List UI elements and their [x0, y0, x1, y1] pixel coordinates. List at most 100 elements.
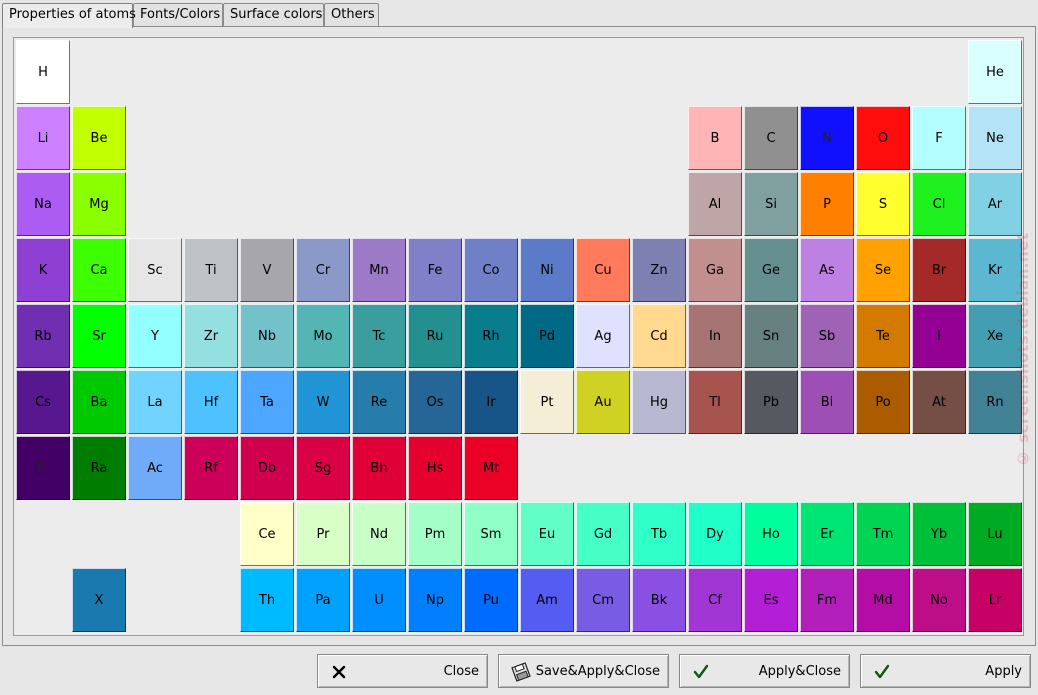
element-cell-fe[interactable]: Fe — [408, 238, 462, 302]
element-cell-cr[interactable]: Cr — [296, 238, 350, 302]
element-cell-lr[interactable]: Lr — [968, 568, 1022, 632]
element-cell-br[interactable]: Br — [912, 238, 966, 302]
element-cell-ag[interactable]: Ag — [576, 304, 630, 368]
tab-others[interactable]: Others — [324, 3, 379, 26]
element-cell-f[interactable]: F — [912, 106, 966, 170]
element-cell-dy[interactable]: Dy — [688, 502, 742, 566]
element-cell-n[interactable]: N — [800, 106, 854, 170]
element-cell-in[interactable]: In — [688, 304, 742, 368]
element-cell-ba[interactable]: Ba — [72, 370, 126, 434]
element-cell-al[interactable]: Al — [688, 172, 742, 236]
element-cell-ce[interactable]: Ce — [240, 502, 294, 566]
element-cell-be[interactable]: Be — [72, 106, 126, 170]
tab-surface-colors[interactable]: Surface colors — [223, 3, 324, 26]
element-cell-zr[interactable]: Zr — [184, 304, 238, 368]
element-cell-nd[interactable]: Nd — [352, 502, 406, 566]
element-cell-hf[interactable]: Hf — [184, 370, 238, 434]
element-cell-fr[interactable]: Fr — [16, 436, 70, 500]
element-cell-pd[interactable]: Pd — [520, 304, 574, 368]
element-cell-es[interactable]: Es — [744, 568, 798, 632]
element-cell-cm[interactable]: Cm — [576, 568, 630, 632]
element-cell-ge[interactable]: Ge — [744, 238, 798, 302]
element-cell-eu[interactable]: Eu — [520, 502, 574, 566]
element-cell-tc[interactable]: Tc — [352, 304, 406, 368]
element-cell-x[interactable]: X — [72, 568, 126, 632]
element-cell-np[interactable]: Np — [408, 568, 462, 632]
element-cell-er[interactable]: Er — [800, 502, 854, 566]
element-cell-sn[interactable]: Sn — [744, 304, 798, 368]
element-cell-zn[interactable]: Zn — [632, 238, 686, 302]
tab-properties-of-atoms[interactable]: Properties of atoms — [2, 3, 136, 28]
element-cell-tb[interactable]: Tb — [632, 502, 686, 566]
element-cell-pb[interactable]: Pb — [744, 370, 798, 434]
element-cell-mt[interactable]: Mt — [464, 436, 518, 500]
element-cell-bh[interactable]: Bh — [352, 436, 406, 500]
element-cell-xe[interactable]: Xe — [968, 304, 1022, 368]
element-cell-y[interactable]: Y — [128, 304, 182, 368]
element-cell-as[interactable]: As — [800, 238, 854, 302]
element-cell-th[interactable]: Th — [240, 568, 294, 632]
element-cell-ti[interactable]: Ti — [184, 238, 238, 302]
element-cell-mo[interactable]: Mo — [296, 304, 350, 368]
element-cell-am[interactable]: Am — [520, 568, 574, 632]
element-cell-u[interactable]: U — [352, 568, 406, 632]
element-cell-rf[interactable]: Rf — [184, 436, 238, 500]
element-cell-pr[interactable]: Pr — [296, 502, 350, 566]
element-cell-c[interactable]: C — [744, 106, 798, 170]
element-cell-hg[interactable]: Hg — [632, 370, 686, 434]
element-cell-pu[interactable]: Pu — [464, 568, 518, 632]
element-cell-mg[interactable]: Mg — [72, 172, 126, 236]
element-cell-w[interactable]: W — [296, 370, 350, 434]
element-cell-cf[interactable]: Cf — [688, 568, 742, 632]
element-cell-b[interactable]: B — [688, 106, 742, 170]
element-cell-cl[interactable]: Cl — [912, 172, 966, 236]
element-cell-ra[interactable]: Ra — [72, 436, 126, 500]
element-cell-hs[interactable]: Hs — [408, 436, 462, 500]
element-cell-i[interactable]: I — [912, 304, 966, 368]
element-cell-gd[interactable]: Gd — [576, 502, 630, 566]
element-cell-db[interactable]: Db — [240, 436, 294, 500]
element-cell-bi[interactable]: Bi — [800, 370, 854, 434]
element-cell-sc[interactable]: Sc — [128, 238, 182, 302]
element-cell-tl[interactable]: Tl — [688, 370, 742, 434]
element-cell-sg[interactable]: Sg — [296, 436, 350, 500]
element-cell-yb[interactable]: Yb — [912, 502, 966, 566]
element-cell-no[interactable]: No — [912, 568, 966, 632]
apply-button[interactable]: Apply — [860, 654, 1031, 688]
element-cell-bk[interactable]: Bk — [632, 568, 686, 632]
element-cell-mn[interactable]: Mn — [352, 238, 406, 302]
element-cell-ho[interactable]: Ho — [744, 502, 798, 566]
element-cell-tm[interactable]: Tm — [856, 502, 910, 566]
element-cell-cd[interactable]: Cd — [632, 304, 686, 368]
element-cell-te[interactable]: Te — [856, 304, 910, 368]
element-cell-cu[interactable]: Cu — [576, 238, 630, 302]
element-cell-pa[interactable]: Pa — [296, 568, 350, 632]
element-cell-o[interactable]: O — [856, 106, 910, 170]
element-cell-li[interactable]: Li — [16, 106, 70, 170]
element-cell-rb[interactable]: Rb — [16, 304, 70, 368]
element-cell-se[interactable]: Se — [856, 238, 910, 302]
element-cell-sr[interactable]: Sr — [72, 304, 126, 368]
element-cell-ne[interactable]: Ne — [968, 106, 1022, 170]
element-cell-na[interactable]: Na — [16, 172, 70, 236]
element-cell-au[interactable]: Au — [576, 370, 630, 434]
element-cell-fm[interactable]: Fm — [800, 568, 854, 632]
element-cell-ca[interactable]: Ca — [72, 238, 126, 302]
close-button[interactable]: Close — [317, 654, 488, 688]
element-cell-cs[interactable]: Cs — [16, 370, 70, 434]
element-cell-ta[interactable]: Ta — [240, 370, 294, 434]
element-cell-po[interactable]: Po — [856, 370, 910, 434]
element-cell-ac[interactable]: Ac — [128, 436, 182, 500]
element-cell-si[interactable]: Si — [744, 172, 798, 236]
element-cell-at[interactable]: At — [912, 370, 966, 434]
element-cell-pt[interactable]: Pt — [520, 370, 574, 434]
apply-close-button[interactable]: Apply&Close — [679, 654, 850, 688]
element-cell-v[interactable]: V — [240, 238, 294, 302]
element-cell-ru[interactable]: Ru — [408, 304, 462, 368]
element-cell-s[interactable]: S — [856, 172, 910, 236]
tab-fonts-colors[interactable]: Fonts/Colors — [133, 3, 223, 26]
element-cell-sb[interactable]: Sb — [800, 304, 854, 368]
element-cell-pm[interactable]: Pm — [408, 502, 462, 566]
element-cell-ir[interactable]: Ir — [464, 370, 518, 434]
element-cell-h[interactable]: H — [16, 40, 70, 104]
